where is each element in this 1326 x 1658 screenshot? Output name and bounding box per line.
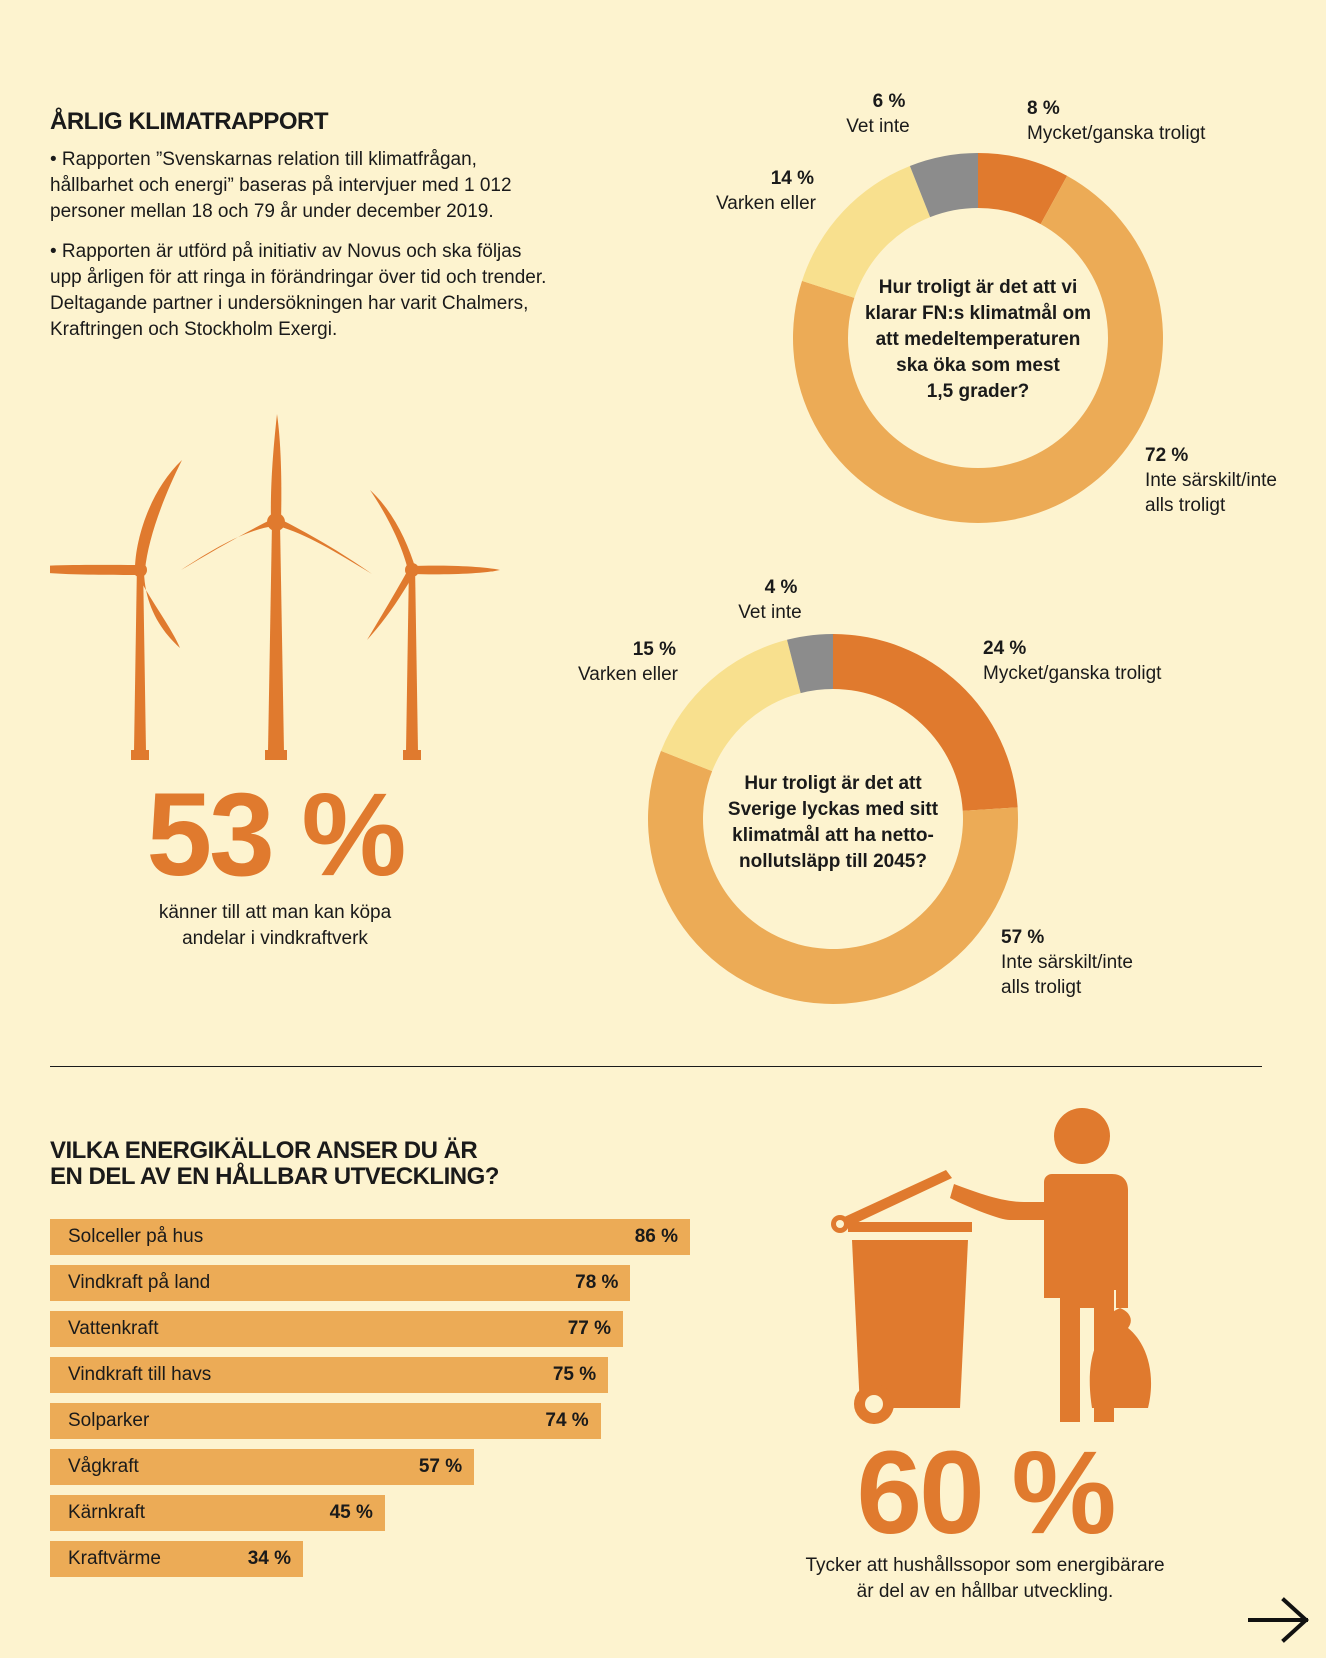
bar-chart-title-line: VILKA ENERGIKÄLLOR ANSER DU ÄR bbox=[50, 1137, 478, 1164]
slice-pct: 57 % bbox=[1001, 927, 1045, 948]
slice-label: alls troligt bbox=[1001, 977, 1082, 998]
bar-label: Kraftvärme bbox=[68, 1548, 161, 1569]
donut-1-label-vet-inte: 6 % Vet inte bbox=[820, 89, 936, 139]
donut-slice bbox=[648, 750, 1018, 1004]
slice-label: Mycket/ganska troligt bbox=[1027, 123, 1206, 144]
donut-1-question-line: Hur troligt är det att vi bbox=[878, 277, 1078, 298]
donut-2-question-line: nollutsläpp till 2045? bbox=[739, 851, 927, 872]
donut-2-question-line: Hur troligt är det att bbox=[744, 773, 922, 794]
bar-value-label: 57 % bbox=[418, 1456, 463, 1477]
slice-pct: 14 % bbox=[770, 168, 814, 189]
donut-2-label-vet-inte: 4 % Vet inte bbox=[722, 575, 818, 625]
slice-pct: 4 % bbox=[764, 577, 798, 598]
bar-value-label: 34 % bbox=[247, 1548, 292, 1569]
donut-slice bbox=[802, 165, 931, 298]
bar-value-label: 75 % bbox=[552, 1364, 597, 1385]
bar: Vågkraft 57 % bbox=[50, 1449, 475, 1485]
donut-1-label-mycket: 8 % Mycket/ganska troligt bbox=[1027, 96, 1205, 146]
slice-label: Inte särskilt/inte bbox=[1001, 952, 1133, 973]
intro-paragraph-1: • Rapporten ”Svenskarnas relation till k… bbox=[50, 149, 512, 222]
wind-stat-caption: känner till att man kan köpa andelar i v… bbox=[90, 900, 460, 952]
donut-slice bbox=[793, 175, 1163, 523]
bar-value-label: 77 % bbox=[567, 1318, 612, 1339]
donut-2-label-varken: 15 % Varken eller bbox=[574, 637, 678, 687]
bar-value-label: 78 % bbox=[575, 1272, 619, 1293]
arrow-right-icon[interactable] bbox=[1246, 1596, 1312, 1644]
bar: Vindkraft på land 78 % bbox=[50, 1265, 631, 1301]
donut-chart-1 bbox=[793, 153, 1163, 523]
bar: Vattenkraft 77 % bbox=[50, 1311, 624, 1347]
slice-pct: 72 % bbox=[1145, 445, 1189, 466]
donut-1-question-line: att medeltemperaturen bbox=[875, 329, 1081, 350]
donut-2-question-line: Sverige lyckas med sitt bbox=[727, 799, 939, 820]
bar-label: Solceller på hus bbox=[68, 1226, 204, 1247]
donut-2-label-inte: 57 % Inte särskilt/inte alls troligt bbox=[1001, 925, 1133, 1000]
bar-label: Vattenkraft bbox=[68, 1318, 159, 1339]
donut-slice bbox=[978, 153, 1068, 225]
waste-stat-caption-line: Tycker att hushållssopor som energibärar… bbox=[805, 1555, 1165, 1576]
slice-pct: 6 % bbox=[872, 91, 906, 112]
slice-label: Vet inte bbox=[846, 116, 910, 137]
bar-chart-title: VILKA ENERGIKÄLLOR ANSER DU ÄR EN DEL AV… bbox=[50, 1138, 610, 1190]
donut-1-question-line: klarar FN:s klimatmål om bbox=[865, 303, 1091, 324]
waste-stat-caption-line: är del av en hållbar utveckling. bbox=[856, 1581, 1114, 1602]
bar: Kraftvärme 34 % bbox=[50, 1541, 304, 1577]
donut-1-label-varken: 14 % Varken eller bbox=[714, 166, 816, 216]
slice-label: Inte särskilt/inte bbox=[1145, 470, 1277, 491]
bar-value-label: 45 % bbox=[329, 1502, 373, 1523]
donut-slice bbox=[786, 634, 833, 694]
donut-1-question-line: 1,5 grader? bbox=[926, 381, 1030, 402]
slice-pct: 8 % bbox=[1027, 98, 1060, 119]
donut-1-question: Hur troligt är det att vi klarar FN:s kl… bbox=[836, 275, 1120, 405]
donut-2-label-mycket: 24 % Mycket/ganska troligt bbox=[983, 636, 1161, 686]
donut-2-question: Hur troligt är det att Sverige lyckas me… bbox=[691, 771, 975, 875]
bar: Solparker 74 % bbox=[50, 1403, 601, 1439]
bar-value-label: 86 % bbox=[634, 1226, 678, 1247]
person-with-trash-bin-icon bbox=[830, 1108, 1190, 1424]
intro-title: ÅRLIG KLIMATRAPPORT bbox=[50, 108, 329, 135]
bar-label: Vindkraft på land bbox=[68, 1272, 211, 1293]
wind-stat-value: 53 % bbox=[146, 769, 407, 901]
slice-label: Vet inte bbox=[738, 602, 802, 623]
bar-label: Solparker bbox=[68, 1410, 150, 1431]
bar-chart-title-line: EN DEL AV EN HÅLLBAR UTVECKLING? bbox=[50, 1163, 499, 1190]
waste-stat-caption: Tycker att hushållssopor som energibärar… bbox=[770, 1553, 1200, 1605]
section-divider bbox=[50, 1066, 1262, 1067]
waste-stat-value: 60 % bbox=[856, 1427, 1117, 1559]
slice-pct: 15 % bbox=[632, 639, 676, 660]
donut-slice bbox=[660, 639, 801, 772]
donut-chart-2 bbox=[648, 634, 1018, 1004]
donut-1-label-inte: 72 % Inte särskilt/inte alls troligt bbox=[1145, 443, 1277, 518]
bar: Solceller på hus 86 % bbox=[50, 1219, 690, 1255]
slice-pct: 24 % bbox=[983, 638, 1027, 659]
slice-label: alls troligt bbox=[1145, 495, 1226, 516]
slice-label: Varken eller bbox=[716, 193, 816, 214]
donut-slice bbox=[833, 634, 1018, 811]
wind-stat-caption-line: andelar i vindkraftverk bbox=[182, 928, 368, 949]
wind-stat-caption-line: känner till att man kan köpa bbox=[158, 902, 392, 923]
donut-2-question-line: klimatmål att ha netto- bbox=[732, 825, 934, 846]
intro-paragraph-2: • Rapporten är utförd på initiativ av No… bbox=[50, 241, 547, 340]
bar: Kärnkraft 45 % bbox=[50, 1495, 385, 1531]
slice-label: Mycket/ganska troligt bbox=[983, 663, 1162, 684]
donut-slice bbox=[909, 153, 978, 218]
bar-value-label: 74 % bbox=[545, 1410, 589, 1431]
bar-label: Kärnkraft bbox=[68, 1502, 146, 1523]
bar: Vindkraft till havs 75 % bbox=[50, 1357, 609, 1393]
wind-turbines-icon bbox=[20, 412, 502, 764]
bar-label: Vindkraft till havs bbox=[68, 1364, 212, 1385]
donut-1-question-line: ska öka som mest bbox=[896, 355, 1060, 376]
bar-label: Vågkraft bbox=[68, 1456, 139, 1477]
slice-label: Varken eller bbox=[578, 664, 678, 685]
